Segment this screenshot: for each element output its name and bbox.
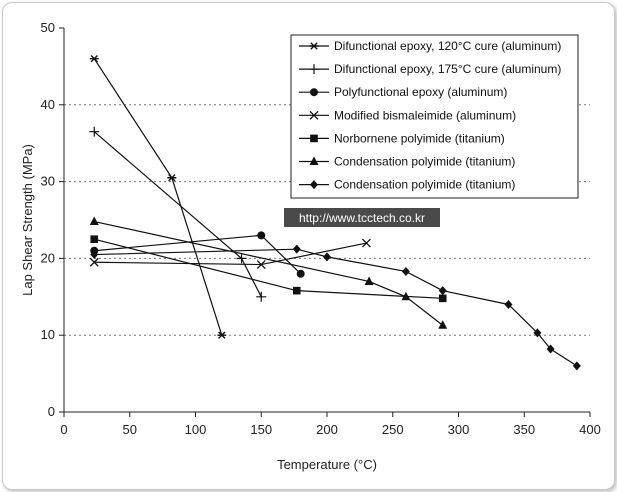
series-line (94, 248, 578, 367)
series-line (94, 220, 444, 326)
plus-marker (89, 126, 100, 137)
triangle-marker (364, 276, 374, 285)
square-marker (438, 294, 447, 303)
asterisk-marker (89, 55, 99, 63)
square-marker (90, 235, 99, 243)
y-tick-label: 50 (41, 20, 55, 35)
square-marker (310, 134, 318, 143)
y-tick-label: 10 (41, 327, 55, 342)
x-tick-label: 50 (123, 422, 137, 437)
x-tick-label: 250 (382, 422, 404, 437)
x-tick-label: 350 (513, 422, 535, 437)
diamond-marker (572, 361, 581, 371)
plus-marker (256, 291, 267, 302)
x-tick-label: 200 (316, 422, 338, 437)
asterisk-marker (217, 331, 227, 339)
x-tick-label: 400 (579, 422, 601, 437)
plus-marker (309, 64, 319, 75)
watermark-background (284, 208, 440, 227)
triangle-marker (89, 216, 99, 226)
circle-marker (310, 88, 318, 97)
asterisk-marker (167, 174, 177, 182)
x-marker (89, 257, 99, 267)
x-tick-label: 150 (250, 422, 272, 437)
y-tick-label: 40 (41, 97, 55, 112)
y-tick-label: 0 (48, 404, 55, 419)
diamond-marker (504, 299, 513, 309)
asterisk-marker (309, 42, 319, 50)
diamond-marker (310, 180, 318, 190)
legend-entry: Condensation polyimide (titanium) (334, 178, 515, 192)
y-axis-label: Lap Shear Strength (MPa) (20, 144, 35, 296)
x-tick-label: 300 (448, 422, 470, 437)
x-tick-label: 100 (185, 422, 207, 437)
triangle-marker (309, 156, 319, 165)
diamond-marker (401, 266, 410, 276)
triangle-marker (401, 291, 411, 301)
x-tick-label: 0 (60, 422, 67, 437)
x-marker (256, 260, 266, 270)
diamond-marker (546, 344, 555, 354)
circle-marker (257, 231, 266, 240)
x-axis-label: Temperature (°C) (277, 457, 377, 472)
series-line (93, 58, 223, 336)
circle-marker (296, 269, 305, 278)
legend-entry: Difunctional epoxy, 175°C cure (aluminum… (334, 62, 561, 76)
diamond-marker (90, 250, 99, 260)
x-marker (309, 110, 319, 120)
legend-entry: Polyfunctional epoxy (aluminum) (334, 85, 507, 99)
diamond-marker (533, 328, 542, 338)
legend-box (290, 34, 579, 199)
legend-entry: Difunctional epoxy, 120°C cure (aluminum… (334, 39, 561, 53)
legend-entry: Condensation polyimide (titanium) (334, 155, 515, 169)
diamond-marker (323, 252, 331, 262)
series-line (93, 131, 262, 298)
watermark-text: http://www.tcctech.co.kr (299, 211, 425, 225)
square-marker (292, 286, 301, 295)
diamond-marker (292, 244, 301, 254)
y-tick-label: 30 (41, 174, 55, 189)
series-line (94, 234, 302, 275)
legend-entry: Modified bismaleimide (aluminum) (334, 108, 516, 122)
legend-entry: Norbornene polyimide (titanium) (334, 131, 505, 145)
triangle-marker (438, 320, 448, 329)
x-marker (361, 238, 371, 248)
y-tick-label: 20 (41, 250, 55, 265)
diamond-marker (438, 286, 447, 296)
plus-marker (236, 253, 247, 264)
